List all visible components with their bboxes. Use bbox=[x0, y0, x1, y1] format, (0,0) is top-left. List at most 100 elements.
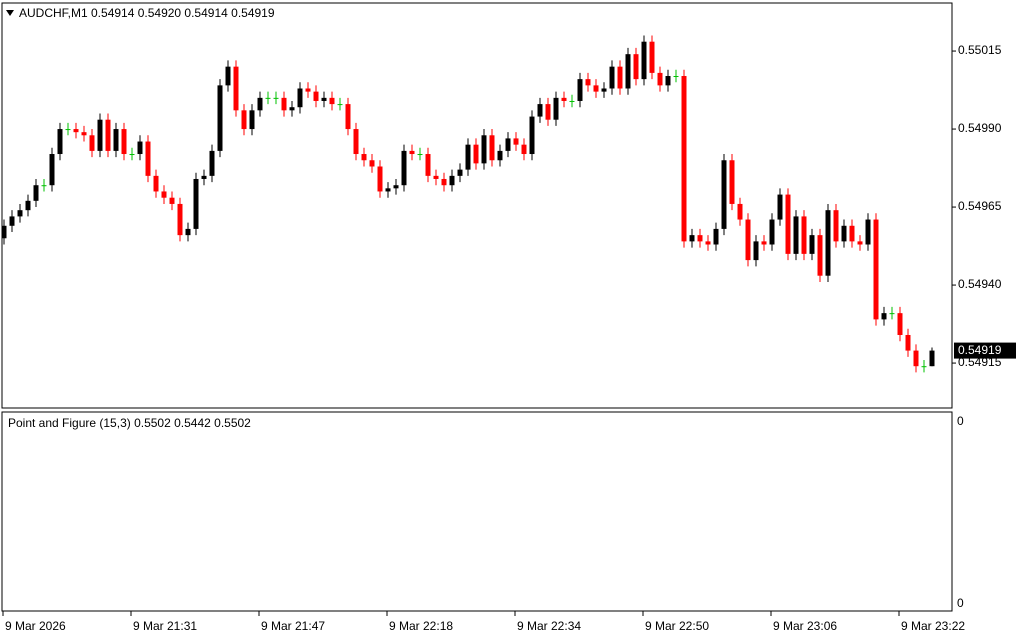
candle-body bbox=[849, 225, 855, 242]
candle-body bbox=[529, 116, 535, 155]
candle-body bbox=[577, 79, 583, 101]
candle-body bbox=[777, 194, 783, 220]
indicator-scale-label: 0 bbox=[957, 596, 964, 610]
candle-body bbox=[801, 216, 807, 254]
candle-body bbox=[9, 216, 15, 226]
candle-body bbox=[689, 235, 695, 242]
candle-body bbox=[697, 235, 703, 242]
candle-body bbox=[369, 160, 375, 167]
candle-body bbox=[25, 200, 31, 211]
candle-body bbox=[129, 154, 135, 156]
candle-body bbox=[257, 97, 263, 111]
x-tick-label: 9 Mar 22:34 bbox=[517, 619, 581, 633]
candle-body bbox=[673, 76, 679, 78]
candle-body bbox=[289, 107, 295, 111]
candle-body bbox=[177, 203, 183, 236]
candle-body bbox=[537, 104, 543, 117]
candle-body bbox=[265, 97, 271, 99]
candle-body bbox=[185, 228, 191, 236]
candle-body bbox=[161, 191, 167, 198]
candle-body bbox=[873, 219, 879, 320]
candle-body bbox=[929, 350, 935, 367]
candle-body bbox=[737, 203, 743, 220]
candle-body bbox=[137, 141, 143, 155]
candle-body bbox=[497, 150, 503, 161]
candle-body bbox=[553, 97, 559, 120]
candle-body bbox=[441, 178, 447, 186]
candle-body bbox=[361, 154, 367, 161]
candle-body bbox=[481, 135, 487, 164]
candle-body bbox=[113, 129, 119, 151]
candle-body bbox=[601, 88, 607, 92]
candle-body bbox=[457, 169, 463, 176]
candle-body bbox=[217, 85, 223, 151]
candle-body bbox=[153, 175, 159, 192]
candle-body bbox=[105, 119, 111, 151]
candle-body bbox=[209, 150, 215, 176]
candle-body bbox=[225, 66, 231, 86]
candle-body bbox=[329, 97, 335, 105]
candle-body bbox=[409, 150, 415, 155]
candle-body bbox=[729, 160, 735, 204]
candle-body bbox=[809, 235, 815, 254]
candle-body bbox=[561, 97, 567, 101]
candle-body bbox=[305, 88, 311, 92]
chart-title: AUDCHF,M1 0.54914 0.54920 0.54914 0.5491… bbox=[19, 6, 275, 20]
candle-body bbox=[841, 225, 847, 242]
candle-body bbox=[489, 135, 495, 161]
candle-body bbox=[385, 188, 391, 192]
candle-body bbox=[721, 160, 727, 229]
candle-body bbox=[49, 154, 55, 186]
candle-body bbox=[881, 313, 887, 320]
candle-body bbox=[865, 219, 871, 245]
candle-body bbox=[433, 175, 439, 179]
candle-body bbox=[353, 129, 359, 155]
candle-body bbox=[65, 129, 71, 131]
candle-body bbox=[233, 66, 239, 111]
candle-body bbox=[521, 144, 527, 155]
y-tick-label: 0.55015 bbox=[958, 43, 1002, 57]
candle-body bbox=[545, 104, 551, 120]
candle-body bbox=[905, 334, 911, 351]
candle-body bbox=[593, 85, 599, 92]
candle-body bbox=[921, 366, 927, 368]
candle-body bbox=[817, 235, 823, 276]
candle-body bbox=[473, 144, 479, 164]
menu-triangle[interactable] bbox=[6, 10, 14, 16]
candle-body bbox=[81, 132, 87, 136]
y-tick-label: 0.54940 bbox=[958, 277, 1002, 291]
candle-body bbox=[393, 185, 399, 189]
candle-body bbox=[401, 150, 407, 186]
candle-body bbox=[465, 144, 471, 170]
x-tick-label: 9 Mar 23:22 bbox=[901, 619, 965, 633]
candle-body bbox=[321, 97, 327, 101]
candle-body bbox=[641, 41, 647, 80]
x-tick-label: 9 Mar 2026 bbox=[5, 619, 66, 633]
candle-body bbox=[169, 197, 175, 204]
candle-body bbox=[681, 76, 687, 242]
candle-body bbox=[33, 185, 39, 201]
candle-body bbox=[89, 135, 95, 151]
candle-body bbox=[281, 97, 287, 111]
x-tick-label: 9 Mar 23:06 bbox=[773, 619, 837, 633]
candle-body bbox=[753, 241, 759, 261]
candle-body bbox=[889, 313, 895, 315]
candle-body bbox=[609, 66, 615, 89]
candle-body bbox=[761, 241, 767, 245]
current-price-label: 0.54919 bbox=[958, 343, 1002, 357]
candle-body bbox=[297, 88, 303, 108]
candle-body bbox=[1, 225, 7, 239]
candle-body bbox=[201, 175, 207, 179]
candle-body bbox=[193, 178, 199, 229]
x-tick-label: 9 Mar 21:31 bbox=[133, 619, 197, 633]
candle-body bbox=[625, 54, 631, 89]
candle-body bbox=[657, 72, 663, 86]
candle-body bbox=[857, 241, 863, 245]
y-tick-label: 0.54990 bbox=[958, 121, 1002, 135]
candle-body bbox=[585, 79, 591, 86]
main-panel bbox=[1, 2, 953, 409]
candle-body bbox=[825, 210, 831, 276]
candle-body bbox=[313, 91, 319, 101]
